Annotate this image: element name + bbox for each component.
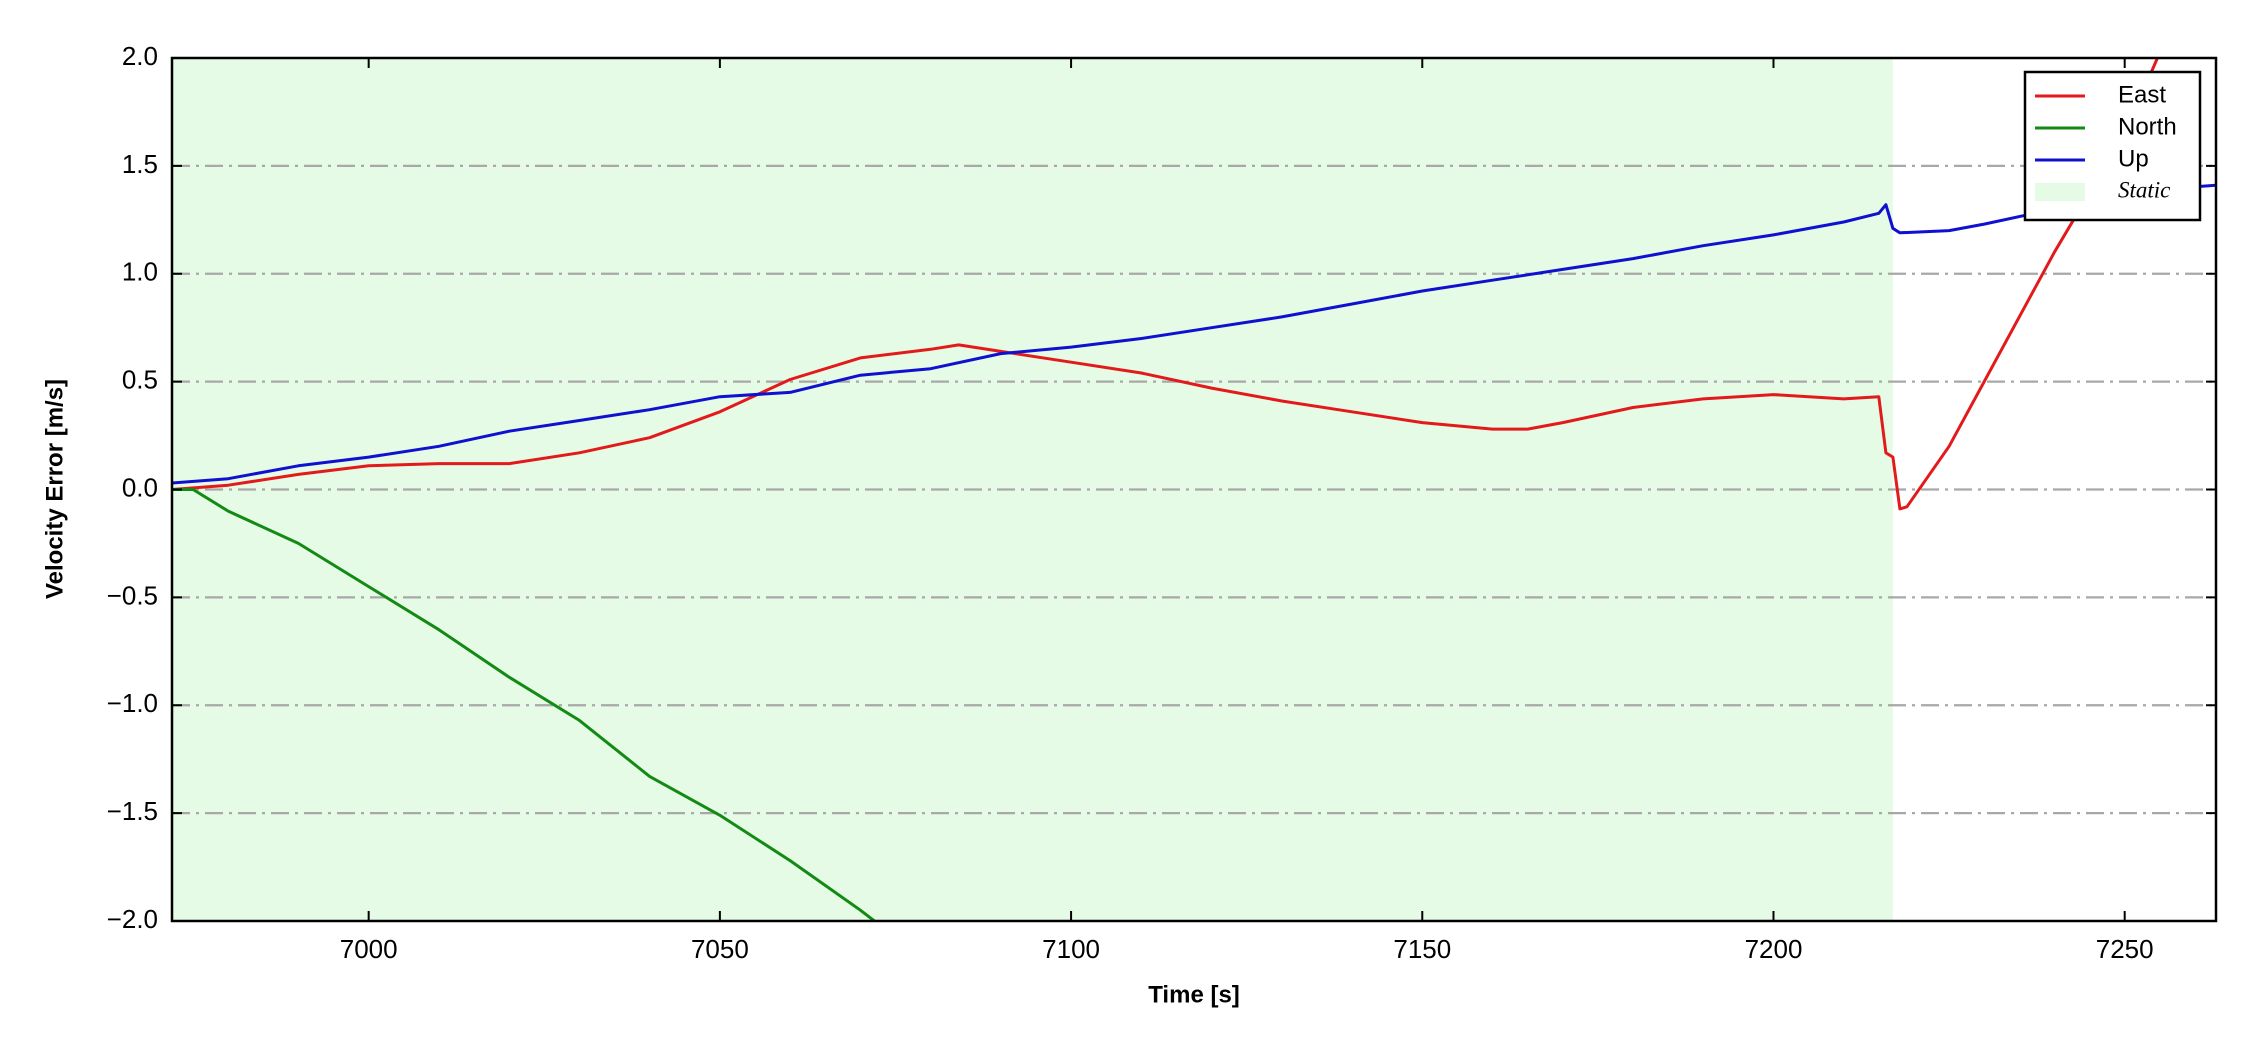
x-tick-label: 7200 <box>1745 934 1803 964</box>
x-tick-label: 7100 <box>1042 934 1100 964</box>
series-line <box>172 183 2216 485</box>
x-tick-label: 7050 <box>691 934 749 964</box>
x-tick-label: 7150 <box>1393 934 1451 964</box>
legend-label: Up <box>2118 145 2149 172</box>
y-tick-label: 0.5 <box>122 365 158 395</box>
y-tick-label: 0.0 <box>122 472 158 502</box>
legend-label: North <box>2118 113 2177 140</box>
series-line <box>172 58 2160 511</box>
legend-label: Static <box>2118 177 2170 202</box>
x-tick-label: 7000 <box>340 934 398 964</box>
y-tick-label: 2.0 <box>122 41 158 71</box>
x-tick-label: 7250 <box>2096 934 2154 964</box>
legend-swatch <box>2035 183 2085 201</box>
y-tick-label: 1.0 <box>122 257 158 287</box>
y-tick-label: −1.5 <box>107 796 158 826</box>
x-axis-label: Time [s] <box>1148 981 1240 1008</box>
legend-label: East <box>2118 81 2166 108</box>
ticks: −2.0 −1.5 −1.0 −0.5 0.0 0.5 1.0 1.5 2.0 7000 7050 7… <box>107 41 2216 964</box>
y-tick-label: −1.0 <box>107 688 158 718</box>
legend: East North Up Static <box>2023 70 2202 222</box>
y-tick-label: −0.5 <box>107 580 158 610</box>
y-tick-label: −2.0 <box>107 904 158 934</box>
y-axis-label: Velocity Error [m/s] <box>41 379 68 599</box>
grid <box>172 164 2216 815</box>
y-tick-label: 1.5 <box>122 149 158 179</box>
series-line <box>172 488 877 921</box>
lines <box>172 58 2216 921</box>
